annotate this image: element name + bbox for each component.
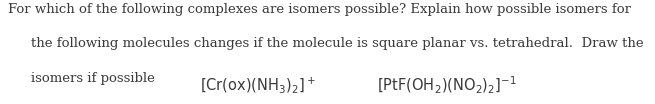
- Text: $\mathregular{[PtF(OH_2)(NO_2)_2]^{-1}}$: $\mathregular{[PtF(OH_2)(NO_2)_2]^{-1}}$: [377, 75, 516, 96]
- Text: For which of the following complexes are isomers possible? Explain how possible : For which of the following complexes are…: [8, 3, 631, 16]
- Text: the following molecules changes if the molecule is square planar vs. tetrahedral: the following molecules changes if the m…: [31, 37, 644, 50]
- Text: $\mathregular{[Cr(ox)(NH_3)_2]^+}$: $\mathregular{[Cr(ox)(NH_3)_2]^+}$: [200, 75, 316, 95]
- Text: isomers if possible: isomers if possible: [31, 72, 155, 85]
